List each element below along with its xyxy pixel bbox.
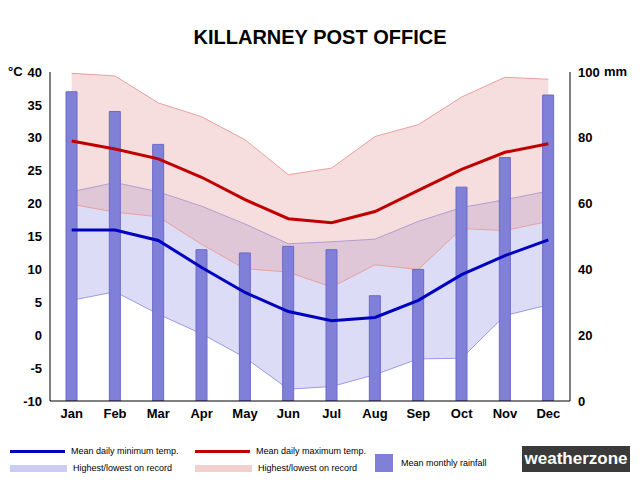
svg-text:Oct: Oct: [451, 406, 473, 421]
svg-text:Apr: Apr: [190, 406, 212, 421]
svg-text:30: 30: [28, 130, 42, 145]
html-text:Highest/lowest on record: Highest/lowest on record: [258, 463, 358, 473]
svg-text:5: 5: [35, 295, 42, 310]
svg-text:80: 80: [578, 130, 592, 145]
svg-text:Nov: Nov: [493, 406, 518, 421]
svg-text:35: 35: [28, 98, 42, 113]
svg-text:Mar: Mar: [147, 406, 170, 421]
html-text:Mean daily minimum temp.: Mean daily minimum temp.: [71, 446, 179, 456]
svg-text:15: 15: [28, 229, 42, 244]
svg-text:Feb: Feb: [103, 406, 126, 421]
svg-text:-10: -10: [23, 394, 42, 409]
html-text:weatherzone: weatherzone: [524, 449, 628, 468]
svg-text:Jun: Jun: [277, 406, 300, 421]
html-text:mm: mm: [604, 64, 628, 79]
svg-text:Aug: Aug: [362, 406, 387, 421]
svg-text:40: 40: [578, 262, 592, 277]
html-text:Highest/lowest on record: Highest/lowest on record: [73, 463, 173, 473]
svg-text:Jan: Jan: [60, 406, 82, 421]
html-text:KILLARNEY POST OFFICE: KILLARNEY POST OFFICE: [193, 26, 447, 48]
svg-text:0: 0: [35, 328, 42, 343]
svg-text:Sep: Sep: [406, 406, 430, 421]
svg-text:-5: -5: [30, 361, 42, 376]
html-text:Mean monthly rainfall: Mean monthly rainfall: [401, 458, 487, 468]
html-text:°C: °C: [8, 64, 23, 79]
svg-text:Dec: Dec: [536, 406, 560, 421]
svg-text:20: 20: [578, 328, 592, 343]
svg-text:40: 40: [28, 65, 42, 80]
html-text:Mean daily maximum temp.: Mean daily maximum temp.: [256, 446, 366, 456]
svg-text:100: 100: [578, 65, 600, 80]
svg-text:60: 60: [578, 196, 592, 211]
svg-text:May: May: [232, 406, 258, 421]
svg-text:25: 25: [28, 163, 42, 178]
svg-text:20: 20: [28, 196, 42, 211]
svg-text:10: 10: [28, 262, 42, 277]
svg-text:0: 0: [578, 394, 585, 409]
svg-text:Jul: Jul: [322, 406, 341, 421]
